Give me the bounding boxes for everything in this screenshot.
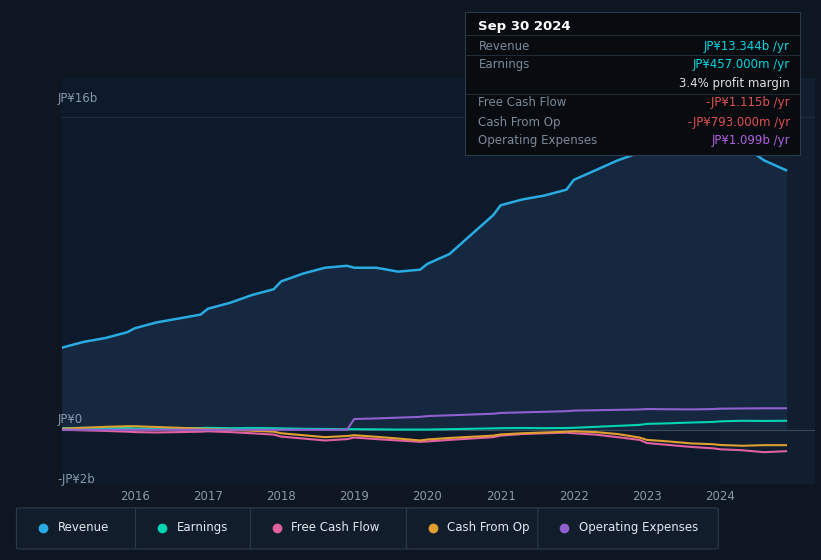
Text: Operating Expenses: Operating Expenses: [479, 134, 598, 147]
Text: -JP¥1.115b /yr: -JP¥1.115b /yr: [706, 96, 790, 109]
Bar: [720, 78, 815, 484]
Text: Free Cash Flow: Free Cash Flow: [291, 521, 380, 534]
Text: Earnings: Earnings: [177, 521, 228, 534]
FancyBboxPatch shape: [16, 508, 140, 549]
Text: Earnings: Earnings: [479, 58, 530, 72]
Text: JP¥16b: JP¥16b: [57, 92, 98, 105]
Text: Cash From Op: Cash From Op: [479, 115, 561, 129]
Text: JP¥457.000m /yr: JP¥457.000m /yr: [693, 58, 790, 72]
FancyBboxPatch shape: [135, 508, 255, 549]
Text: JP¥0: JP¥0: [57, 413, 83, 426]
FancyBboxPatch shape: [538, 508, 718, 549]
Text: Revenue: Revenue: [57, 521, 109, 534]
Text: Sep 30 2024: Sep 30 2024: [479, 20, 571, 33]
Text: Revenue: Revenue: [479, 40, 530, 53]
Text: Operating Expenses: Operating Expenses: [579, 521, 698, 534]
Text: Free Cash Flow: Free Cash Flow: [479, 96, 566, 109]
FancyBboxPatch shape: [250, 508, 410, 549]
Text: -JP¥793.000m /yr: -JP¥793.000m /yr: [688, 115, 790, 129]
Text: JP¥1.099b /yr: JP¥1.099b /yr: [711, 134, 790, 147]
Text: -JP¥2b: -JP¥2b: [57, 473, 95, 486]
Text: JP¥13.344b /yr: JP¥13.344b /yr: [704, 40, 790, 53]
Text: Cash From Op: Cash From Op: [447, 521, 530, 534]
FancyBboxPatch shape: [406, 508, 542, 549]
Text: 3.4% profit margin: 3.4% profit margin: [679, 77, 790, 90]
